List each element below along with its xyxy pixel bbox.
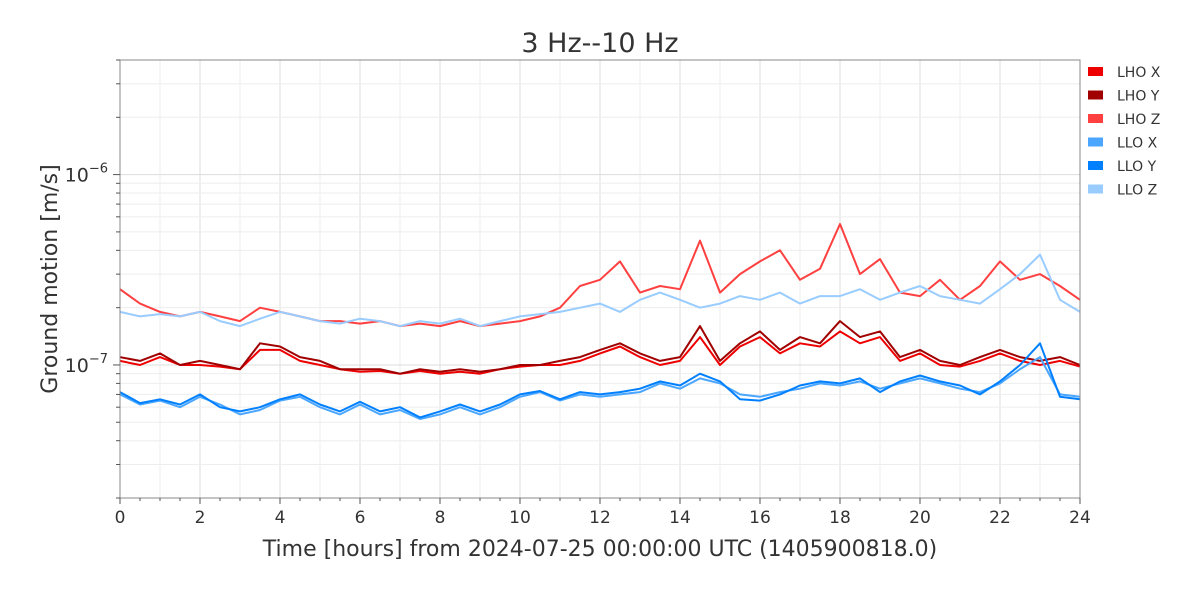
legend-label: LLO X (1117, 136, 1158, 152)
x-tick-label: 24 (1069, 508, 1091, 528)
x-tick-label: 10 (509, 508, 531, 528)
x-tick-label: 16 (749, 508, 771, 528)
legend-swatch (1088, 90, 1103, 100)
grid (120, 59, 1080, 499)
legend-swatch (1088, 161, 1103, 170)
x-axis-label: Time [hours] from 2024-07-25 00:00:00 UT… (262, 537, 937, 562)
x-tick-label: 14 (669, 508, 691, 528)
series-line-lho-y (119, 320, 1081, 375)
legend-label: LLO Y (1117, 159, 1157, 175)
x-tick-label: 12 (589, 508, 611, 528)
series-line-llo-y (119, 342, 1081, 419)
y-tick-label: 10−6 (65, 162, 108, 187)
x-tick-label: 4 (275, 508, 286, 528)
legend-label: LHO Y (1117, 89, 1160, 105)
series-lines (119, 223, 1081, 420)
legend-swatch (1088, 137, 1103, 147)
legend-label: LLO Z (1117, 183, 1157, 199)
legend-label: LHO X (1117, 65, 1161, 81)
legend-swatch (1088, 67, 1103, 76)
series-line-lho-x (119, 330, 1081, 375)
x-tick-label: 18 (829, 508, 851, 528)
legend: LHO X LHO Y LHO Z LLO X LLO Y LLO Z (1088, 65, 1161, 199)
y-axis-label: Ground motion [m/s] (38, 164, 63, 393)
y-tick-label: 10−7 (65, 352, 108, 377)
legend-swatch (1088, 184, 1103, 194)
x-tick-label: 6 (355, 508, 366, 528)
legend-label: LHO Z (1117, 112, 1160, 128)
x-tick-label: 0 (115, 508, 126, 528)
series-line-llo-z (119, 253, 1081, 328)
legend-swatch (1088, 114, 1103, 123)
chart-title: 3 Hz--10 Hz (521, 28, 678, 59)
x-tick-label: 2 (195, 508, 206, 528)
series-line-llo-x (119, 356, 1081, 420)
x-tick-label: 8 (435, 508, 446, 528)
x-tick-label: 22 (989, 508, 1011, 528)
x-tick-label: 20 (909, 508, 931, 528)
